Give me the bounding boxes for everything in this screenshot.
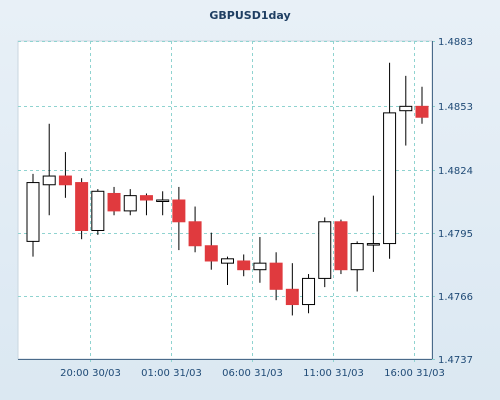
candle-body [350, 243, 364, 271]
x-tick-label: 01:00 31/03 [141, 368, 202, 379]
candle-body [58, 175, 72, 186]
candle-body [334, 221, 348, 271]
candle-body [156, 199, 170, 202]
x-tick-label: 11:00 31/03 [303, 368, 364, 379]
y-tick-label: 1.4766 [438, 292, 473, 303]
candle-body [285, 288, 299, 306]
candle-body [139, 195, 153, 201]
candle-body [399, 105, 413, 112]
candle-body [75, 182, 89, 231]
y-tick-label: 1.4737 [438, 355, 473, 366]
x-tick-label: 20:00 30/03 [60, 368, 121, 379]
x-tick-label: 16:00 31/03 [384, 368, 445, 379]
candle-body [188, 221, 202, 247]
y-tick-label: 1.4795 [438, 229, 473, 240]
x-tick-label: 06:00 31/03 [222, 368, 283, 379]
candle-body [221, 258, 234, 264]
candle-body [383, 112, 397, 245]
candle-body [269, 262, 283, 290]
candle-body [26, 182, 40, 242]
candle-body [42, 175, 56, 186]
y-tick-label: 1.4883 [438, 37, 473, 48]
candle-body [123, 195, 137, 212]
candle-body [415, 105, 429, 118]
candle-body [366, 243, 380, 246]
candle-body [237, 260, 251, 271]
candle-body [172, 199, 186, 223]
candle-body [318, 221, 332, 279]
candle-body [91, 190, 105, 231]
candle-body [107, 192, 121, 212]
candle-body [204, 245, 218, 262]
chart-title: GBPUSD1day [209, 9, 291, 22]
candle-body [302, 277, 316, 306]
candle-body [253, 262, 267, 271]
y-tick-label: 1.4824 [438, 166, 473, 177]
y-tick-label: 1.4853 [438, 102, 473, 113]
